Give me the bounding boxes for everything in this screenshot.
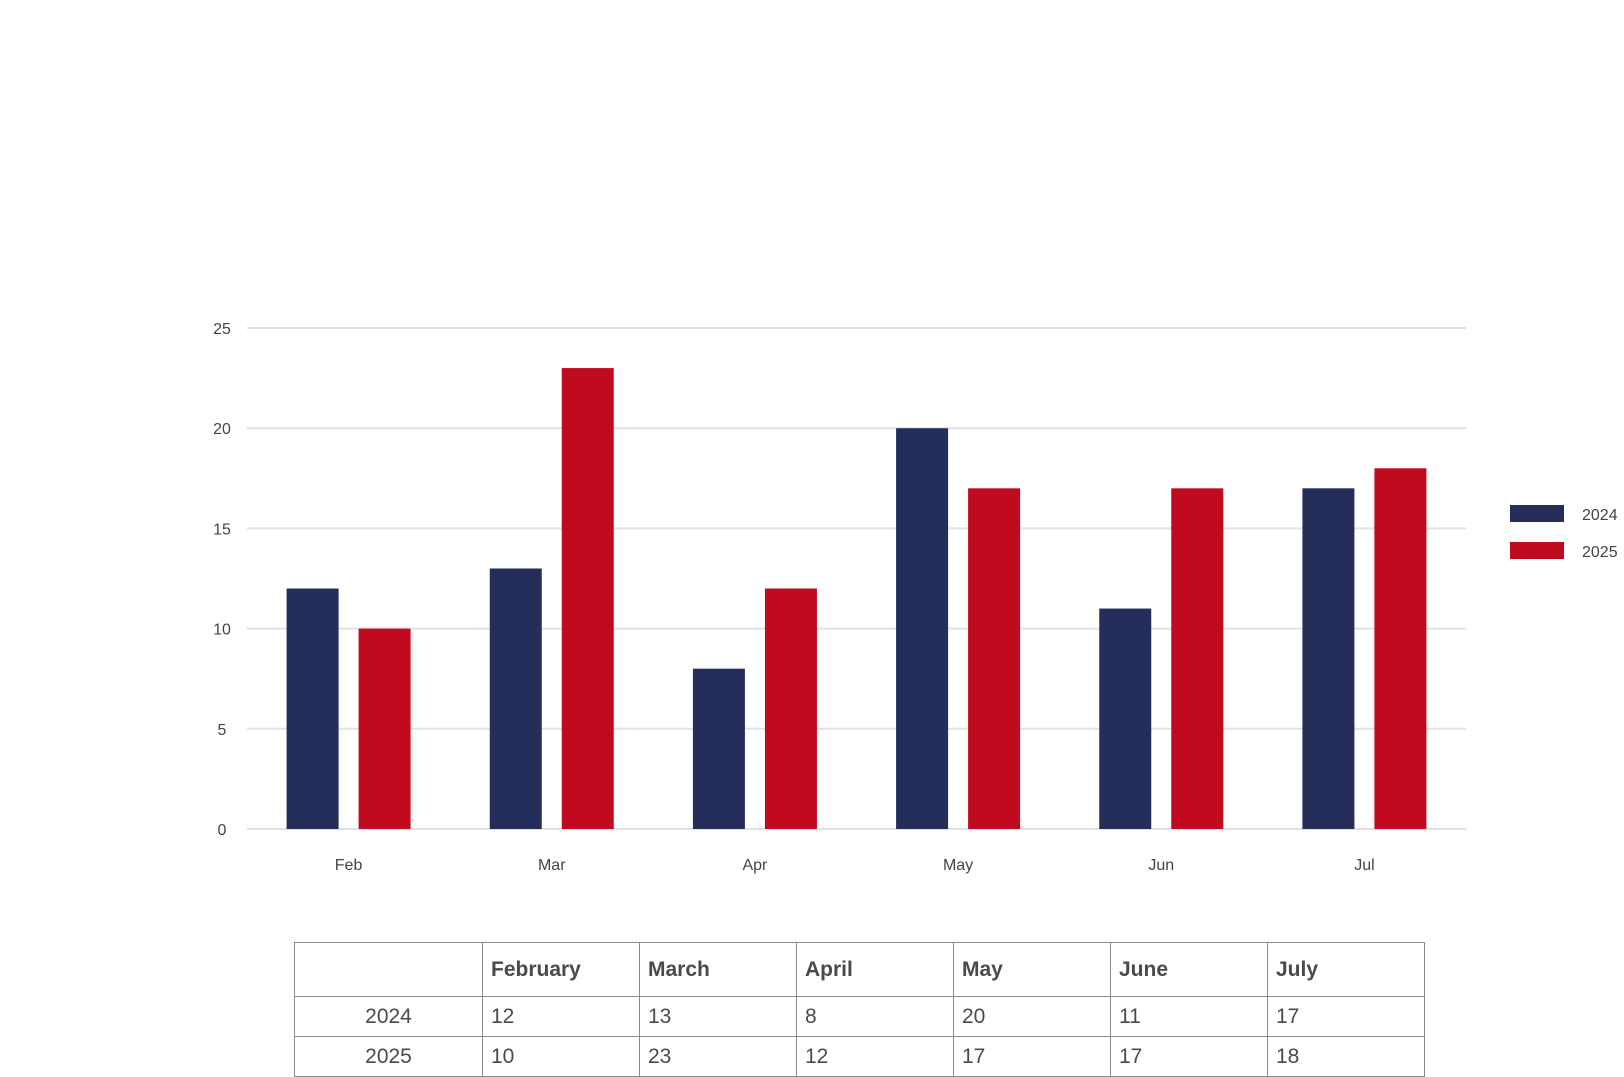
- table-header-cell: February: [482, 942, 640, 997]
- x-tick-label: Feb: [335, 857, 363, 874]
- table-cell: 17: [1110, 1036, 1268, 1077]
- bar: [1099, 608, 1152, 829]
- legend-swatch: [1510, 505, 1564, 522]
- bar: [489, 568, 542, 829]
- table-cell: 12: [796, 1036, 954, 1077]
- bar: [896, 428, 949, 829]
- table-cell: 17: [953, 1036, 1111, 1077]
- legend: 2024 2025: [1510, 505, 1618, 561]
- table-cell: 23: [639, 1036, 797, 1077]
- y-axis-ticks: 0 5 10 15 20 25: [213, 321, 231, 839]
- grid-lines: [247, 327, 1466, 830]
- table-cell: 20: [953, 996, 1111, 1037]
- legend-label: 2025: [1582, 544, 1618, 561]
- table-row: 2025 10 23 12 17 17 18: [294, 1036, 1425, 1077]
- x-tick-label: Mar: [538, 857, 566, 874]
- y-tick-label: 0: [218, 822, 227, 839]
- bar: [1302, 488, 1355, 829]
- table-header-cell: March: [639, 942, 797, 997]
- table-row-label: 2024: [294, 996, 483, 1037]
- table-cell: 8: [796, 996, 954, 1037]
- x-tick-label: Jul: [1354, 857, 1374, 874]
- bar: [286, 588, 339, 829]
- table-row-label: 2025: [294, 1036, 483, 1077]
- y-tick-label: 10: [213, 622, 231, 639]
- y-tick-label: 5: [218, 722, 227, 739]
- bars: [286, 368, 1427, 829]
- table-cell: 10: [482, 1036, 640, 1077]
- table-header-cell: April: [796, 942, 954, 997]
- y-tick-label: 25: [213, 321, 231, 338]
- table-header-cell: May: [953, 942, 1111, 997]
- bar: [358, 628, 411, 829]
- table-corner-cell: [294, 942, 483, 997]
- bar: [1374, 468, 1427, 829]
- bar: [968, 488, 1021, 829]
- y-tick-label: 20: [213, 421, 231, 438]
- bar: [692, 668, 745, 829]
- x-tick-label: Apr: [742, 857, 768, 874]
- bar: [1171, 488, 1224, 829]
- x-tick-label: Jun: [1148, 857, 1174, 874]
- bar: [764, 588, 817, 829]
- x-tick-label: May: [943, 857, 973, 874]
- table-cell: 17: [1267, 996, 1425, 1037]
- table-header-cell: June: [1110, 942, 1268, 997]
- y-tick-label: 15: [213, 521, 231, 538]
- legend-label: 2024: [1582, 507, 1618, 524]
- x-axis-ticks: Feb Mar Apr May Jun Jul: [335, 857, 1375, 874]
- table-cell: 12: [482, 996, 640, 1037]
- table-cell: 13: [639, 996, 797, 1037]
- table-row: 2024 12 13 8 20 11 17: [294, 996, 1425, 1037]
- data-table: February March April May June July 2024 …: [294, 942, 1425, 1077]
- table-cell: 18: [1267, 1036, 1425, 1077]
- table-header-row: February March April May June July: [294, 942, 1425, 997]
- table-cell: 11: [1110, 996, 1268, 1037]
- table-header-cell: July: [1267, 942, 1425, 997]
- bar: [561, 368, 614, 829]
- legend-swatch: [1510, 542, 1564, 559]
